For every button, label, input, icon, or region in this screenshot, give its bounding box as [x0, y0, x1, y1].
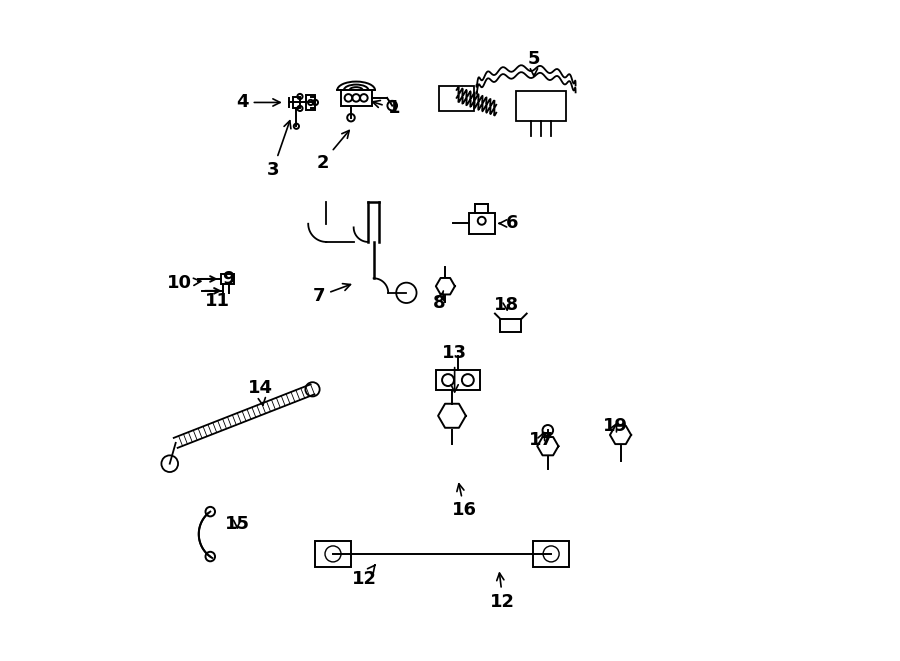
Text: 19: 19 [603, 417, 628, 436]
Text: 11: 11 [205, 292, 230, 310]
Text: 15: 15 [225, 515, 249, 533]
Text: 5: 5 [527, 50, 540, 76]
Text: 4: 4 [236, 93, 280, 112]
Text: 9: 9 [221, 270, 234, 288]
Text: 7: 7 [313, 284, 350, 305]
Bar [220, 274, 234, 284]
Text: 1: 1 [373, 99, 400, 118]
Bar [533, 541, 570, 567]
Bar [306, 95, 315, 110]
Text: 3: 3 [266, 121, 291, 179]
Bar [516, 91, 566, 121]
Bar [500, 319, 521, 332]
Text: 2: 2 [316, 130, 349, 172]
Text: 14: 14 [248, 379, 273, 405]
Bar [475, 204, 489, 213]
Text: 12: 12 [352, 564, 376, 588]
Bar [469, 213, 495, 234]
Bar [436, 370, 480, 390]
Text: 6: 6 [500, 214, 518, 233]
Text: 17: 17 [528, 430, 554, 449]
Bar [315, 541, 351, 567]
Bar [439, 87, 474, 111]
Text: 16: 16 [452, 484, 477, 520]
Text: 8: 8 [433, 291, 446, 312]
Bar [292, 97, 300, 108]
Bar [341, 90, 372, 106]
Text: 10: 10 [167, 274, 201, 292]
Text: 18: 18 [494, 296, 519, 315]
Text: 13: 13 [442, 344, 467, 392]
Text: 12: 12 [491, 573, 516, 611]
